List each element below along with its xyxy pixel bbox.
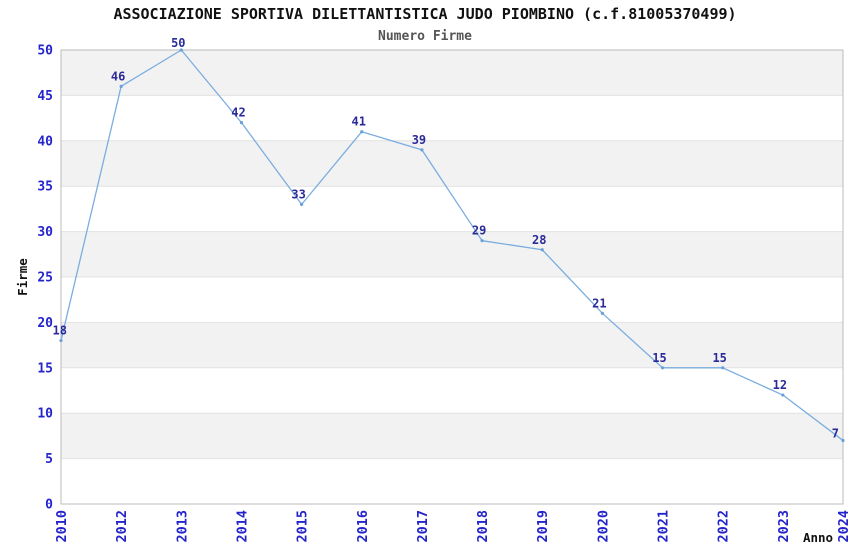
y-tick-label: 0: [45, 498, 53, 513]
value-label: 29: [472, 224, 486, 238]
x-tick-label: 2023: [776, 510, 792, 543]
data-point: [119, 84, 123, 88]
grid-band: [61, 413, 843, 459]
x-tick-label: 2017: [415, 510, 431, 543]
x-tick-label: 2021: [656, 510, 672, 543]
x-tick-label: 2016: [355, 510, 371, 543]
data-point: [480, 239, 484, 243]
value-label: 33: [291, 187, 305, 201]
x-tick-label: 2012: [114, 510, 130, 543]
data-point: [239, 121, 244, 125]
value-label: 28: [532, 233, 546, 247]
x-axis-tick-labels: 2010 2012 2013 2014 2015 2016 2017 2018 2019 2020…: [54, 510, 850, 543]
y-axis-title: Firme: [15, 258, 30, 296]
data-point: [300, 202, 304, 206]
x-tick-label: 2020: [595, 510, 611, 543]
grid-band: [61, 322, 843, 368]
x-tick-label: 2010: [54, 510, 70, 543]
value-label: 39: [412, 133, 426, 147]
x-tick-label: 2019: [535, 510, 551, 543]
data-point: [600, 311, 604, 315]
y-tick-label: 25: [37, 271, 53, 286]
x-tick-label: 2014: [234, 510, 250, 543]
grid-band: [61, 140, 843, 187]
chart-title: ASSOCIAZIONE SPORTIVA DILETTANTISTICA JU…: [113, 5, 736, 23]
y-tick-label: 15: [37, 361, 53, 376]
data-point: [660, 366, 665, 370]
y-tick-label: 45: [37, 89, 53, 104]
x-tick-label: 2013: [174, 510, 190, 543]
data-point: [721, 366, 725, 370]
value-label: 46: [111, 69, 125, 83]
value-label: 50: [171, 36, 185, 50]
value-label: 41: [352, 115, 366, 129]
data-point: [781, 393, 785, 397]
chart-subtitle: Numero Firme: [378, 29, 472, 44]
y-tick-label: 20: [37, 316, 53, 331]
x-tick-label: 2015: [295, 510, 311, 543]
data-point: [420, 148, 424, 152]
x-tick-label: 2024: [836, 510, 850, 543]
plot-bands: [61, 50, 843, 459]
series-line: [60, 49, 844, 441]
plot-border: [60, 49, 844, 505]
y-tick-label: 30: [37, 225, 53, 240]
x-tick-label: 2018: [475, 510, 491, 543]
y-tick-label: 50: [37, 44, 53, 59]
value-label: 21: [592, 296, 606, 310]
data-point: [179, 48, 183, 52]
data-point: [841, 438, 845, 443]
data-value-labels: 18 46 50 42 33 41 39 29 28 21 15 15 12 7: [53, 36, 839, 440]
value-label: 18: [53, 324, 67, 338]
data-series: [59, 48, 845, 443]
data-point: [540, 248, 544, 252]
value-label: 12: [773, 378, 787, 392]
x-axis-title: Anno: [803, 530, 833, 545]
y-axis-tick-labels: 0 5 10 15 20 25 30 35 40 45 50: [37, 44, 53, 513]
y-tick-label: 10: [37, 407, 53, 422]
data-point: [360, 130, 364, 134]
y-tick-label: 5: [45, 452, 53, 467]
grid-band: [61, 231, 843, 277]
value-label: 15: [712, 351, 726, 365]
value-label: 7: [832, 426, 839, 440]
y-tick-label: 40: [37, 134, 53, 149]
y-tick-label: 35: [37, 180, 53, 195]
grid-band: [61, 50, 843, 96]
value-label: 15: [652, 351, 666, 365]
x-tick-label: 2022: [716, 510, 732, 543]
value-label: 42: [231, 106, 245, 120]
data-point: [59, 338, 63, 343]
